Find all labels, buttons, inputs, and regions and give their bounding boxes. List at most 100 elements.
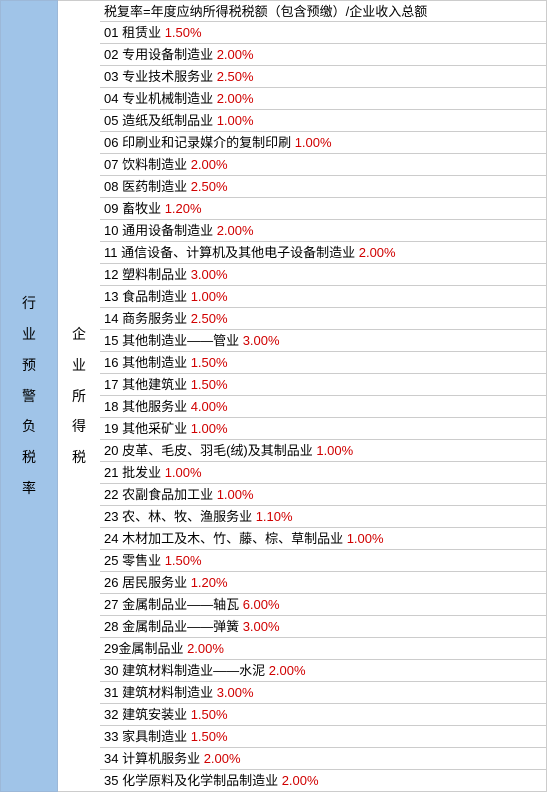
table-row: 33 家具制造业 1.50%	[100, 726, 547, 748]
tax-rate: 1.50%	[165, 553, 202, 568]
tax-rate: 2.00%	[217, 47, 254, 62]
industry-label: 20 皮革、毛皮、羽毛(绒)及其制品业	[104, 443, 316, 458]
table-row: 04 专业机械制造业 2.00%	[100, 88, 547, 110]
table-row: 10 通用设备制造业 2.00%	[100, 220, 547, 242]
industry-label: 12 塑料制品业	[104, 267, 191, 282]
table-row: 08 医药制造业 2.50%	[100, 176, 547, 198]
tax-rate: 2.00%	[269, 663, 306, 678]
industry-label: 03 专业技术服务业	[104, 69, 217, 84]
industry-label: 34 计算机服务业	[104, 751, 204, 766]
tax-rate: 4.00%	[191, 399, 228, 414]
industry-label: 24 木材加工及木、竹、藤、棕、草制品业	[104, 531, 347, 546]
category-label: 行业预警负税率	[22, 288, 36, 504]
table-row: 12 塑料制品业 3.00%	[100, 264, 547, 286]
tax-rate: 1.20%	[191, 575, 228, 590]
industry-label: 10 通用设备制造业	[104, 223, 217, 238]
industry-label: 22 农副食品加工业	[104, 487, 217, 502]
tax-rate: 1.00%	[316, 443, 353, 458]
industry-label: 35 化学原料及化学制品制造业	[104, 773, 282, 788]
tax-rate: 1.50%	[191, 377, 228, 392]
industry-label: 30 建筑材料制造业——水泥	[104, 663, 269, 678]
table-row: 18 其他服务业 4.00%	[100, 396, 547, 418]
subcategory-label: 企业所得税	[72, 319, 86, 473]
tax-rate: 2.00%	[217, 91, 254, 106]
industry-label: 32 建筑安装业	[104, 707, 191, 722]
industry-label: 28 金属制品业——弹簧	[104, 619, 243, 634]
table-row: 11 通信设备、计算机及其他电子设备制造业 2.00%	[100, 242, 547, 264]
table-row: 26 居民服务业 1.20%	[100, 572, 547, 594]
industry-label: 21 批发业	[104, 465, 165, 480]
industry-label: 26 居民服务业	[104, 575, 191, 590]
industry-label: 29金属制品业	[104, 641, 187, 656]
industry-label: 23 农、林、牧、渔服务业	[104, 509, 256, 524]
table-row: 09 畜牧业 1.20%	[100, 198, 547, 220]
table-row: 07 饮料制造业 2.00%	[100, 154, 547, 176]
tax-rate: 1.00%	[347, 531, 384, 546]
tax-rate: 2.00%	[187, 641, 224, 656]
tax-rate: 2.00%	[217, 223, 254, 238]
tax-rate: 1.00%	[217, 487, 254, 502]
industry-label: 25 零售业	[104, 553, 165, 568]
industry-label: 31 建筑材料制造业	[104, 685, 217, 700]
industry-label: 09 畜牧业	[104, 201, 165, 216]
table-row: 29金属制品业 2.00%	[100, 638, 547, 660]
industry-label: 16 其他制造业	[104, 355, 191, 370]
industry-label: 08 医药制造业	[104, 179, 191, 194]
tax-rate: 1.00%	[295, 135, 332, 150]
industry-label: 01 租赁业	[104, 25, 165, 40]
tax-rate: 1.50%	[191, 355, 228, 370]
table-row: 34 计算机服务业 2.00%	[100, 748, 547, 770]
industry-label: 07 饮料制造业	[104, 157, 191, 172]
table-row: 24 木材加工及木、竹、藤、棕、草制品业 1.00%	[100, 528, 547, 550]
table-row: 30 建筑材料制造业——水泥 2.00%	[100, 660, 547, 682]
table-row: 16 其他制造业 1.50%	[100, 352, 547, 374]
table-row: 27 金属制品业——轴瓦 6.00%	[100, 594, 547, 616]
subcategory-column: 企业所得税	[58, 0, 100, 792]
industry-label: 02 专用设备制造业	[104, 47, 217, 62]
industry-label: 27 金属制品业——轴瓦	[104, 597, 243, 612]
tax-rate: 1.10%	[256, 509, 293, 524]
table-row: 14 商务服务业 2.50%	[100, 308, 547, 330]
industry-label: 04 专业机械制造业	[104, 91, 217, 106]
industry-label: 18 其他服务业	[104, 399, 191, 414]
table-row: 17 其他建筑业 1.50%	[100, 374, 547, 396]
table-row: 23 农、林、牧、渔服务业 1.10%	[100, 506, 547, 528]
table-row: 20 皮革、毛皮、羽毛(绒)及其制品业 1.00%	[100, 440, 547, 462]
tax-rate: 1.00%	[217, 113, 254, 128]
category-column: 行业预警负税率	[0, 0, 58, 792]
tax-rate: 3.00%	[243, 333, 280, 348]
tax-rate: 1.50%	[191, 707, 228, 722]
table-row: 01 租赁业 1.50%	[100, 22, 547, 44]
table-row: 02 专用设备制造业 2.00%	[100, 44, 547, 66]
table-row: 31 建筑材料制造业 3.00%	[100, 682, 547, 704]
tax-rate: 1.00%	[191, 289, 228, 304]
tax-rate: 1.50%	[165, 25, 202, 40]
table-row: 15 其他制造业——管业 3.00%	[100, 330, 547, 352]
tax-rate: 2.00%	[204, 751, 241, 766]
tax-rate: 2.50%	[191, 179, 228, 194]
industry-label: 33 家具制造业	[104, 729, 191, 744]
tax-rate: 1.00%	[165, 465, 202, 480]
tax-rate: 1.20%	[165, 201, 202, 216]
table-row: 28 金属制品业——弹簧 3.00%	[100, 616, 547, 638]
tax-rate-table: 行业预警负税率 企业所得税 税复率=年度应纳所得税税额（包含预缴）/企业收入总额…	[0, 0, 547, 792]
table-row: 21 批发业 1.00%	[100, 462, 547, 484]
industry-label: 06 印刷业和记录媒介的复制印刷	[104, 135, 295, 150]
table-row: 35 化学原料及化学制品制造业 2.00%	[100, 770, 547, 792]
industry-label: 14 商务服务业	[104, 311, 191, 326]
tax-rate: 6.00%	[243, 597, 280, 612]
industry-label: 17 其他建筑业	[104, 377, 191, 392]
tax-rate: 1.00%	[191, 421, 228, 436]
formula-header-row: 税复率=年度应纳所得税税额（包含预缴）/企业收入总额	[100, 0, 547, 22]
tax-rate: 3.00%	[217, 685, 254, 700]
table-row: 22 农副食品加工业 1.00%	[100, 484, 547, 506]
industry-label: 11 通信设备、计算机及其他电子设备制造业	[104, 245, 359, 260]
tax-rate: 2.00%	[191, 157, 228, 172]
tax-rate: 2.50%	[191, 311, 228, 326]
table-row: 06 印刷业和记录媒介的复制印刷 1.00%	[100, 132, 547, 154]
table-row: 25 零售业 1.50%	[100, 550, 547, 572]
table-row: 19 其他采矿业 1.00%	[100, 418, 547, 440]
data-rows-column: 税复率=年度应纳所得税税额（包含预缴）/企业收入总额01 租赁业 1.50%02…	[100, 0, 547, 792]
tax-rate: 2.50%	[217, 69, 254, 84]
industry-label: 13 食品制造业	[104, 289, 191, 304]
